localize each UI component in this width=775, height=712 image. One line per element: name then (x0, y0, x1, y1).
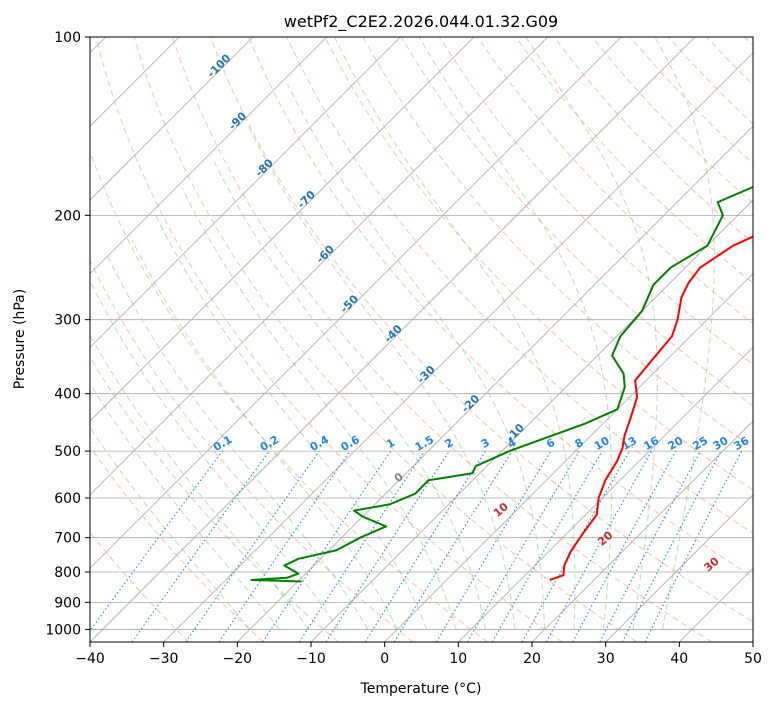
x-tick-label: 50 (744, 651, 762, 667)
x-tick-label: 40 (670, 651, 688, 667)
x-tick-label: 10 (449, 651, 467, 667)
x-tick-label: −10 (296, 651, 326, 667)
y-tick-label: 400 (54, 387, 81, 403)
y-tick-label: 500 (54, 444, 81, 460)
y-tick-label: 600 (54, 491, 81, 507)
y-tick-label: 100 (54, 30, 81, 46)
x-tick-label: 0 (380, 651, 389, 667)
x-tick-label: −20 (223, 651, 253, 667)
y-tick-label: 700 (54, 531, 81, 547)
y-tick-label: 200 (54, 208, 81, 224)
y-tick-label: 300 (54, 313, 81, 329)
y-axis-label: Pressure (hPa) (12, 289, 28, 389)
x-tick-label: −30 (149, 651, 179, 667)
y-tick-label: 900 (54, 595, 81, 611)
y-tick-label: 1000 (45, 622, 81, 638)
x-tick-label: 20 (523, 651, 541, 667)
chart-title: wetPf2_C2E2.2026.044.01.32.G09 (284, 12, 558, 32)
y-tick-label: 800 (54, 565, 81, 581)
x-tick-label: 30 (597, 651, 615, 667)
x-tick-label: −40 (75, 651, 105, 667)
x-axis-label: Temperature (°C) (360, 681, 482, 697)
